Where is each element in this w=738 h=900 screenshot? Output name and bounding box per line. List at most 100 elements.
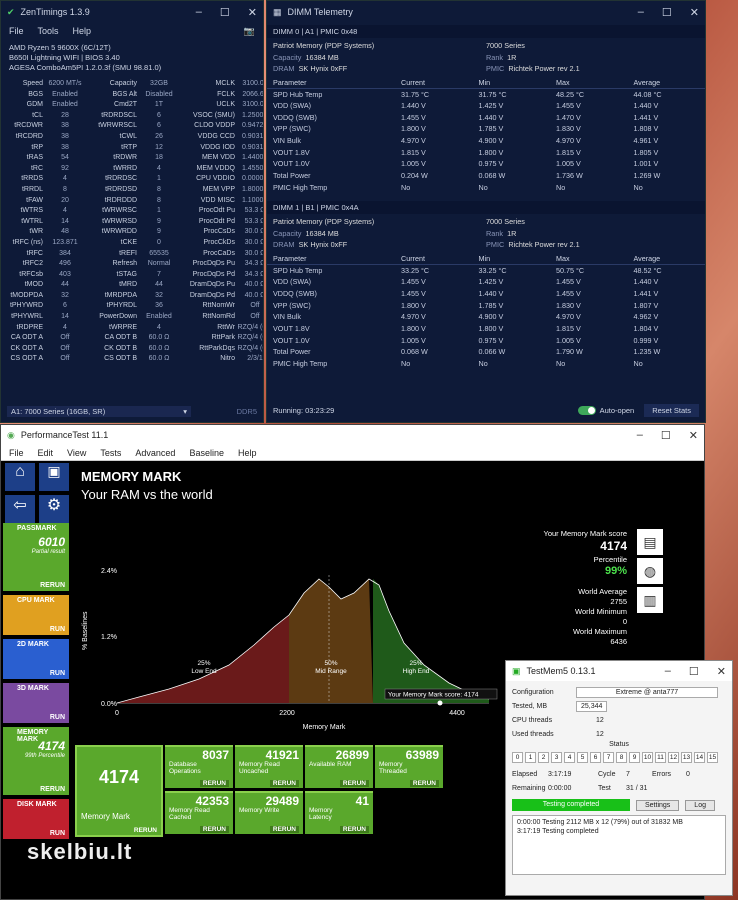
tile-run-button[interactable]: RUN: [49, 830, 65, 837]
camera-icon[interactable]: 📷: [243, 25, 255, 36]
timing-label: ProcCsDs: [203, 228, 235, 236]
tile-run-button[interactable]: RUN: [49, 670, 65, 677]
tile-run-button[interactable]: RERUN: [40, 582, 65, 589]
sub-result-tile[interactable]: 29489 Memory Write RERUN: [235, 791, 303, 834]
menu-help[interactable]: Help: [237, 447, 257, 458]
sub-result-tile[interactable]: 41921 Memory Read Uncached RERUN: [235, 745, 303, 788]
telemetry-cell: 0.975 V: [478, 159, 504, 169]
telemetry-cell: 1.830 V: [556, 124, 581, 134]
telemetry-cell: 1.470 V: [556, 112, 581, 122]
close-icon[interactable]: ✕: [689, 6, 699, 19]
home-icon[interactable]: ⌂: [5, 463, 35, 491]
timing-value: Off: [250, 313, 260, 321]
side-tile[interactable]: MEMORY MARK 4174 99th Percentile RERUN: [3, 727, 69, 795]
document-icon[interactable]: ▤: [637, 529, 663, 555]
globe-icon[interactable]: ◍: [637, 558, 663, 584]
timing-value: 44: [61, 281, 69, 289]
sub-result-tile[interactable]: 42353 Memory Read Cached RERUN: [165, 791, 233, 834]
maximize-icon[interactable]: ☐: [688, 665, 699, 678]
sub-result-rerun[interactable]: RERUN: [269, 826, 299, 833]
thread-box: 1: [525, 752, 536, 763]
sub-result-rerun[interactable]: RERUN: [339, 780, 369, 787]
score-label: Your Memory Mark score: [543, 529, 628, 538]
timing-value: 0.0000V: [241, 175, 264, 183]
auto-open-toggle[interactable]: [577, 405, 596, 415]
timing-label: BGS: [28, 90, 43, 98]
pmic-label: PMIC: [486, 240, 505, 250]
pmic-label: PMIC: [486, 64, 505, 73]
side-tile[interactable]: 3D MARK RUN: [3, 683, 69, 723]
back-icon[interactable]: ⇦: [5, 495, 35, 523]
log-button[interactable]: Log: [685, 799, 715, 811]
timing-label: tRFC (ns): [12, 238, 43, 246]
timing-value: 8: [157, 196, 161, 204]
timing-value: 60.0 Ω: [148, 344, 170, 352]
menu-help[interactable]: Help: [72, 26, 92, 36]
side-tile[interactable]: CPU MARK RUN: [3, 595, 69, 635]
timing-value: 8: [63, 185, 67, 193]
system-info-icon[interactable]: ▣: [39, 463, 69, 491]
tile-run-button[interactable]: RUN: [49, 714, 65, 721]
sub-result-tile[interactable]: 63989 Memory Threaded RERUN: [375, 745, 443, 788]
maximize-icon[interactable]: ☐: [660, 429, 671, 442]
menu-file[interactable]: File: [9, 447, 24, 458]
maximize-icon[interactable]: ☐: [661, 6, 672, 19]
hardware-icon[interactable]: ▥: [637, 587, 663, 613]
minimize-icon[interactable]: –: [636, 428, 643, 441]
side-tile[interactable]: PASSMARK 6010 Partial result RERUN: [3, 523, 69, 591]
memory-mark-rerun[interactable]: RERUN: [133, 827, 157, 834]
side-tile[interactable]: DISK MARK RUN: [3, 799, 69, 839]
menu-view[interactable]: View: [67, 447, 87, 458]
side-tile[interactable]: 2D MARK RUN: [3, 639, 69, 679]
y-tick-high: 2.4%: [101, 568, 117, 575]
tile-run-button[interactable]: RUN: [49, 626, 65, 633]
memory-mark-tile[interactable]: 4174 Memory Mark RERUN: [75, 745, 163, 837]
telemetry-row: VDDQ (SWB) 1.455 V 1.440 V 1.455 V 1.441 V: [267, 288, 705, 300]
timing-label: tWTRS: [20, 207, 43, 215]
telemetry-cell: 1.807 V: [633, 300, 659, 310]
sub-result-tile[interactable]: 8037 Database Operations RERUN: [165, 745, 233, 788]
close-icon[interactable]: ✕: [716, 665, 726, 678]
telemetry-cell: 1.455 V: [556, 288, 581, 298]
menu-baseline[interactable]: Baseline: [189, 447, 224, 458]
minimize-icon[interactable]: –: [195, 5, 202, 18]
tile-run-button[interactable]: RERUN: [40, 786, 65, 793]
settings-button[interactable]: Settings: [636, 799, 680, 811]
telemetry-row: VPP (SWC) 1.800 V 1.785 V 1.830 V 1.808 V: [267, 123, 705, 135]
sub-result-rerun[interactable]: RERUN: [409, 780, 439, 787]
maximize-icon[interactable]: ☐: [219, 6, 230, 19]
menu-tests[interactable]: Tests: [100, 447, 122, 458]
cpu-name: AMD Ryzen 5 9600X (6C/12T): [9, 43, 111, 52]
menu-file[interactable]: File: [9, 26, 24, 36]
sub-result-rerun[interactable]: RERUN: [269, 780, 299, 787]
capacity-label: Capacity: [273, 52, 302, 62]
timing-label: tWRRD: [113, 164, 137, 172]
menu-advanced[interactable]: Advanced: [135, 447, 176, 458]
telemetry-cell: 1.425 V: [478, 277, 504, 287]
telemetry-cell: PMIC High Temp: [273, 359, 328, 369]
dimm-module: DIMM 0 | A1 | PMIC 0x48 Patriot Memory (…: [267, 25, 705, 193]
settings-icon[interactable]: ⚙: [39, 495, 69, 523]
timing-value: 9: [157, 217, 161, 225]
menu-edit[interactable]: Edit: [37, 447, 54, 458]
module-select[interactable]: A1: 7000 Series (16GB, SR) ▾: [7, 405, 191, 417]
dimm-footer: Running: 03:23:29 Auto-open Reset Stats: [273, 402, 699, 418]
sub-result-rerun[interactable]: RERUN: [339, 826, 369, 833]
sub-result-tile[interactable]: 26899 Available RAM RERUN: [305, 745, 373, 788]
sub-result-tile[interactable]: 41 Memory Latency RERUN: [305, 791, 373, 834]
tile-title: 3D MARK: [17, 685, 49, 692]
minimize-icon[interactable]: –: [637, 5, 644, 18]
close-icon[interactable]: ✕: [688, 429, 698, 442]
close-icon[interactable]: ✕: [247, 6, 257, 19]
menu-tools[interactable]: Tools: [37, 26, 59, 36]
reset-stats-button[interactable]: Reset Stats: [644, 403, 699, 417]
sub-result-rerun[interactable]: RERUN: [199, 780, 229, 787]
timing-label: tRDRDSC: [105, 175, 137, 183]
timing-label: CLDO VDDP: [194, 122, 235, 130]
score-value: 4174: [600, 539, 627, 553]
timing-label: DramDqDs Pu: [189, 281, 235, 289]
sub-result-rerun[interactable]: RERUN: [199, 826, 229, 833]
minimize-icon[interactable]: –: [664, 664, 671, 677]
telemetry-cell: 1.455 V: [401, 288, 426, 298]
telemetry-cell: 33.25 °C: [401, 265, 430, 275]
